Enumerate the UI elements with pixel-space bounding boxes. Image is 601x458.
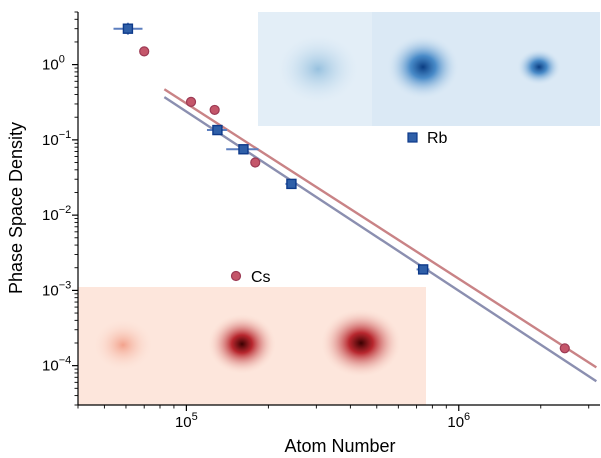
legend-cs-marker — [230, 270, 242, 282]
y-tick-label: 10−4 — [42, 355, 71, 375]
rb-data-point — [286, 178, 297, 190]
legend-rb-marker — [407, 132, 418, 143]
rb-absorption-images — [258, 12, 600, 126]
rb-data-point — [122, 23, 134, 34]
cs-fit-line — [163, 88, 598, 369]
legend-cs: Cs — [230, 269, 271, 286]
cs-absorption-images — [78, 287, 426, 405]
x-tick-label: 105 — [175, 411, 198, 431]
rb-fit-line — [163, 96, 598, 383]
cs-data-point — [209, 104, 220, 116]
cs-data-point — [185, 96, 197, 107]
y-axis-label: Phase Space Density — [6, 122, 26, 294]
axis-ticks: 105 106 10−4 10−3 10−2 10−1 100 — [42, 11, 590, 431]
fit-lines — [163, 88, 598, 383]
x-tick-label: 106 — [447, 411, 470, 431]
cs-data-point — [250, 157, 261, 168]
y-tick-label: 10−3 — [42, 279, 71, 299]
rb-data-point — [238, 144, 249, 155]
plot-axes — [77, 12, 600, 406]
legend-rb-label: Rb — [427, 130, 448, 147]
data-points — [113, 22, 570, 354]
y-tick-label: 10−1 — [42, 129, 71, 149]
cs-data-point — [139, 46, 150, 57]
y-tick-label: 10−2 — [42, 204, 71, 224]
rb-data-point — [212, 124, 223, 136]
x-axis-label: Atom Number — [284, 436, 395, 456]
legend-cs-label: Cs — [251, 269, 271, 286]
cs-data-point — [559, 343, 570, 354]
y-tick-label: 100 — [42, 54, 65, 74]
rb-data-point — [417, 264, 429, 275]
legend-rb: Rb — [407, 130, 448, 147]
